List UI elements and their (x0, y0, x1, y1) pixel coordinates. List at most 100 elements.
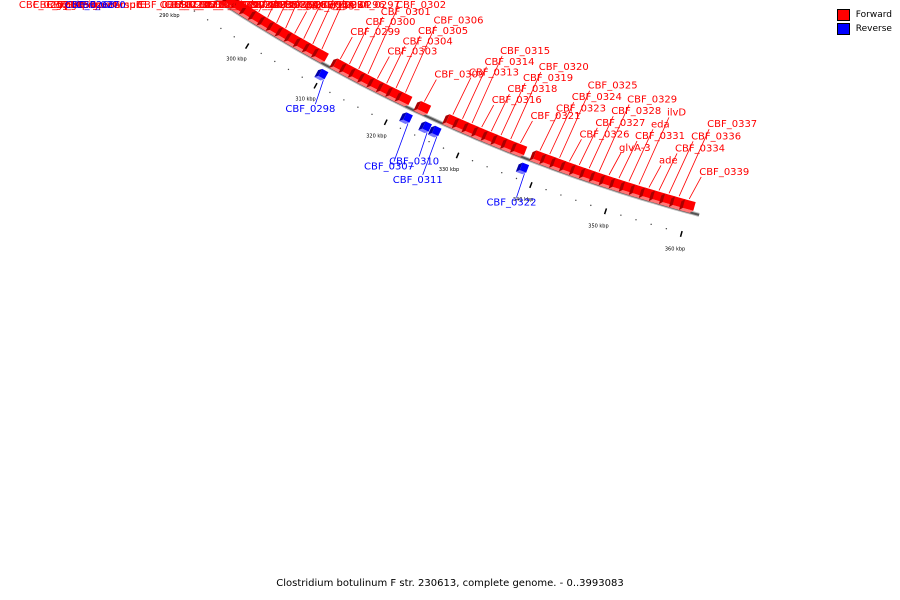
minor-tick (590, 204, 592, 207)
label-leader (285, 0, 299, 29)
gene-top-face (399, 119, 410, 125)
minor-tick (650, 223, 652, 226)
gene-label: CBF_0276 (165, 0, 215, 11)
gene-top-face (427, 133, 439, 138)
gene-label: cggR (50, 0, 75, 11)
gene-top-face (679, 207, 694, 213)
gene-CBF_0307 (399, 112, 413, 125)
gene-label: CBF_0268 (65, 0, 115, 11)
gene-side-face (399, 112, 407, 122)
gene-side-face (515, 162, 523, 172)
gene-side-face (509, 142, 518, 153)
label-leader (588, 116, 614, 169)
label-leader (339, 36, 353, 60)
minor-tick (414, 134, 416, 136)
label-leader (376, 56, 390, 79)
label-leader (312, 0, 334, 45)
gene-label: CBF_0281 (213, 0, 263, 11)
gene-side-face (451, 118, 460, 129)
gene-label: rnr (110, 0, 125, 11)
major-tick (313, 82, 318, 89)
gene-side-face (385, 87, 394, 97)
gene-label: CBF_0313 (469, 68, 519, 79)
legend: Forward Reverse (836, 8, 892, 36)
gene-label: CBF_0270 (76, 0, 126, 11)
gene-label: CBF_0324 (572, 92, 622, 103)
gene-top-face (394, 100, 409, 107)
gene-label: rpoN (60, 0, 84, 11)
label-leader (423, 79, 437, 102)
gene-label: CBF_0297 (350, 0, 400, 11)
gene-label: CBF_0307 (364, 161, 414, 172)
gene-label: CBF_0253 (33, 0, 83, 11)
tick-label: 360 kbp (665, 246, 685, 252)
label-leader (386, 46, 406, 84)
gene-top-face (515, 170, 527, 175)
gene-side-face (247, 11, 257, 20)
major-tick (455, 152, 460, 159)
minor-tick (371, 113, 373, 116)
gene-side-face (427, 125, 436, 135)
map-title: Clostridium botulinum F str. 230613, com… (276, 578, 624, 589)
gene-CBF_0306 (394, 92, 413, 107)
gene-side-face (229, 0, 239, 9)
gene-side-face (568, 164, 576, 176)
minor-tick (399, 127, 402, 129)
label-leader (539, 113, 559, 151)
gene-label: CBF_0328 (611, 106, 661, 117)
gene-label: CBF_0300 (365, 17, 415, 28)
minor-tick (428, 140, 430, 143)
minor-tick (665, 228, 668, 230)
legend-reverse-label: Reverse (855, 24, 892, 34)
label-leader (349, 26, 368, 65)
label-leader (462, 66, 487, 119)
gene-label: ilvD (667, 107, 686, 118)
label-leader (658, 153, 678, 191)
gene-features (212, 0, 696, 213)
gene-side-face (310, 48, 320, 58)
gene-label: gpmI (92, 0, 117, 11)
gene-top-face (314, 75, 325, 81)
gene-label: CBF_0273 (174, 0, 224, 11)
gene-side-face (608, 178, 616, 189)
minor-tick (193, 10, 196, 12)
gene-front-face (682, 199, 696, 211)
gene-label: pgk (64, 0, 83, 11)
gene-label: CBF_0278 (194, 0, 244, 11)
tick-label: 320 kbp (366, 134, 386, 140)
label-leader (638, 117, 670, 185)
gene-side-face (598, 174, 606, 186)
minor-tick (515, 177, 518, 180)
major-tick (178, 0, 184, 7)
legend-forward-label: Forward (855, 10, 892, 20)
label-leader (578, 127, 598, 165)
gene-label: CBF_0310 (389, 156, 439, 167)
label-leader (321, 0, 345, 50)
gene-label: eno (82, 0, 101, 11)
gene-side-face (314, 68, 323, 78)
gene-side-face (418, 121, 426, 131)
major-tick (679, 230, 683, 238)
gene-front-face (403, 112, 413, 123)
gene-label: CBF_0280 (199, 0, 249, 11)
gene-label: CBF_0320 (539, 62, 589, 73)
label-leader (500, 82, 526, 136)
gene-front-face (422, 121, 432, 132)
gene-side-face (375, 82, 384, 93)
gene-label: CBF_0318 (507, 84, 557, 95)
forward-swatch (836, 9, 850, 21)
label-leader (678, 129, 710, 197)
gene-label: glvA-3 (619, 143, 651, 154)
label-leader (395, 35, 421, 89)
gene-label: CBF_0322 (486, 198, 536, 209)
label-leader (393, 123, 409, 162)
gene-front-face (398, 92, 413, 105)
legend-reverse: Reverse (836, 22, 892, 36)
gene-label: CBF_0302 (396, 0, 446, 11)
gene-side-face (442, 114, 450, 124)
gene-side-face (578, 168, 586, 179)
label-leader (549, 101, 575, 155)
gene-side-face (638, 187, 646, 199)
